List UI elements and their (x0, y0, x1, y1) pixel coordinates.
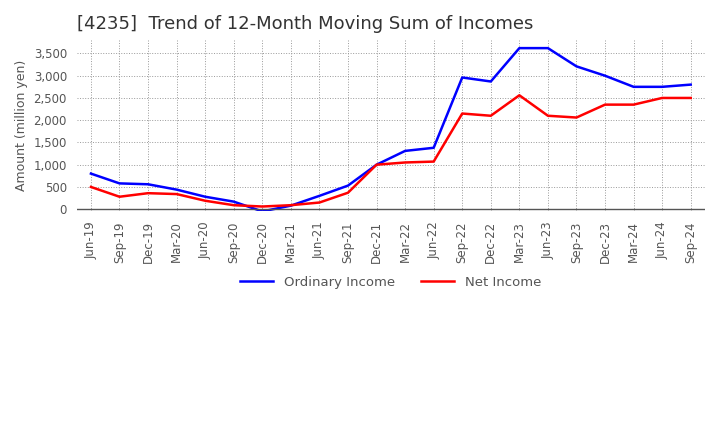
Ordinary Income (201, 194, 210, 199)
Net Income (315, 200, 324, 205)
Net Income (115, 194, 124, 199)
Ordinary Income (172, 187, 181, 192)
Ordinary Income (343, 183, 352, 188)
Ordinary Income (544, 45, 552, 51)
Net Income (544, 113, 552, 118)
Ordinary Income (572, 64, 581, 69)
Net Income (487, 113, 495, 118)
Ordinary Income (86, 171, 95, 176)
Ordinary Income (686, 82, 695, 87)
Ordinary Income (372, 162, 381, 167)
Ordinary Income (515, 45, 523, 51)
Ordinary Income (600, 73, 609, 78)
Ordinary Income (629, 84, 638, 89)
Net Income (658, 95, 667, 101)
Ordinary Income (401, 148, 410, 154)
Net Income (458, 111, 467, 116)
Ordinary Income (487, 79, 495, 84)
Ordinary Income (230, 199, 238, 204)
Text: [4235]  Trend of 12-Month Moving Sum of Incomes: [4235] Trend of 12-Month Moving Sum of I… (76, 15, 533, 33)
Net Income (343, 190, 352, 195)
Net Income (258, 204, 266, 209)
Ordinary Income (658, 84, 667, 89)
Ordinary Income (429, 145, 438, 150)
Net Income (429, 159, 438, 164)
Ordinary Income (315, 193, 324, 198)
Y-axis label: Amount (million yen): Amount (million yen) (15, 60, 28, 191)
Net Income (572, 115, 581, 120)
Ordinary Income (258, 209, 266, 214)
Ordinary Income (144, 182, 153, 187)
Net Income (86, 184, 95, 190)
Net Income (230, 202, 238, 208)
Net Income (201, 198, 210, 203)
Net Income (144, 191, 153, 196)
Ordinary Income (287, 203, 295, 208)
Ordinary Income (115, 181, 124, 186)
Net Income (515, 93, 523, 98)
Net Income (287, 202, 295, 208)
Net Income (401, 160, 410, 165)
Net Income (686, 95, 695, 101)
Net Income (600, 102, 609, 107)
Net Income (629, 102, 638, 107)
Line: Net Income: Net Income (91, 95, 690, 206)
Net Income (172, 191, 181, 197)
Legend: Ordinary Income, Net Income: Ordinary Income, Net Income (235, 270, 546, 294)
Ordinary Income (458, 75, 467, 80)
Line: Ordinary Income: Ordinary Income (91, 48, 690, 212)
Net Income (372, 162, 381, 167)
